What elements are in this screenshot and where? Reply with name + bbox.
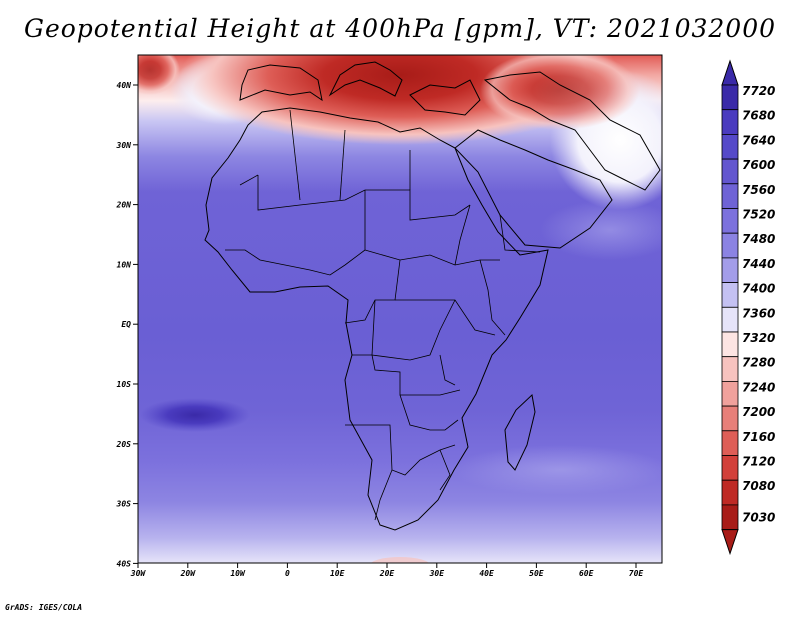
- lat-label: 20N: [116, 201, 132, 210]
- colorbar-label: 7600: [742, 158, 775, 172]
- lon-label: 60E: [579, 569, 594, 578]
- colorbar-label: 7160: [742, 430, 775, 444]
- colorbar-segment: [721, 504, 739, 530]
- lat-label: 10N: [117, 260, 132, 269]
- lon-label: 10E: [330, 569, 345, 578]
- colorbar: 7720 7680 7640 7600 7560 7520 7480 7440 7400 7360…: [721, 59, 775, 556]
- colorbar-label: 7360: [742, 306, 775, 320]
- colorbar-label: 7120: [742, 455, 775, 469]
- colorbar-label: 7400: [742, 282, 775, 296]
- colorbar-segment: [721, 133, 739, 160]
- colorbar-segment: [721, 479, 739, 506]
- lon-label: 10W: [230, 569, 246, 578]
- longitude-labels: 30W 20W 10W 0 10E 20E 30E 40E 50E 60E 70E: [130, 563, 644, 578]
- colorbar-label: 7030: [742, 511, 775, 525]
- lon-label: 40E: [479, 569, 494, 578]
- lat-label: 10S: [117, 380, 132, 389]
- colorbar-label: 7640: [742, 133, 775, 147]
- colorbar-label: 7240: [742, 380, 775, 394]
- country-borders: [225, 109, 541, 521]
- colorbar-label: 7200: [742, 405, 775, 419]
- height-field: [138, 55, 662, 563]
- colorbar-top-arrow: [721, 59, 739, 86]
- lat-label: EQ: [121, 320, 131, 329]
- lon-label: 50E: [529, 569, 544, 578]
- colorbar-label: 7720: [742, 84, 775, 98]
- map-title: Geopotential Height at 400hPa [gpm], VT:…: [23, 14, 777, 43]
- lon-label: 30E: [429, 569, 445, 578]
- colorbar-label: 7440: [742, 257, 775, 271]
- lon-label: 0: [285, 569, 290, 578]
- colorbar-bottom-arrow: [721, 529, 739, 556]
- colorbar-segment: [721, 380, 739, 407]
- lon-label: 30W: [130, 569, 147, 578]
- lat-label: 40N: [117, 81, 132, 90]
- colorbar-segment: [721, 405, 739, 432]
- lat-label: 20S: [116, 440, 132, 449]
- colorbar-label: 7520: [742, 208, 775, 222]
- colorbar-segment: [721, 356, 739, 382]
- colorbar-segment: [721, 257, 739, 283]
- colorbar-segment: [721, 208, 739, 234]
- colorbar-label: 7560: [742, 183, 775, 197]
- colorbar-label: 7320: [742, 331, 775, 345]
- colorbar-segment: [721, 430, 739, 456]
- colorbar-segment: [721, 306, 739, 333]
- plot-frame: [137, 54, 663, 564]
- colorbar-segment: [721, 282, 739, 308]
- colorbar-segment: [721, 158, 739, 185]
- colorbar-label: 7680: [742, 109, 775, 123]
- coastlines: [204, 61, 661, 531]
- lon-label: 70E: [629, 569, 644, 578]
- colorbar-label: 7080: [742, 479, 775, 493]
- colorbar-segment: [721, 331, 739, 358]
- lat-label: 30S: [116, 500, 132, 509]
- lon-label: 20W: [180, 569, 197, 578]
- grads-credit: GrADS: IGES/COLA: [5, 603, 83, 612]
- latitude-labels: 40N 30N 20N 10N EQ 10S 20S 30S 40S: [116, 81, 138, 568]
- colorbar-label: 7280: [742, 356, 775, 370]
- colorbar-segment: [721, 109, 739, 135]
- lat-label: 40S: [117, 559, 132, 568]
- colorbar-segment: [721, 232, 739, 259]
- colorbar-segment: [721, 183, 739, 209]
- colorbar-label: 7480: [742, 232, 775, 246]
- lat-label: 30N: [116, 141, 132, 150]
- lon-label: 20E: [379, 569, 395, 578]
- colorbar-segment: [721, 84, 739, 111]
- colorbar-segment: [721, 455, 739, 481]
